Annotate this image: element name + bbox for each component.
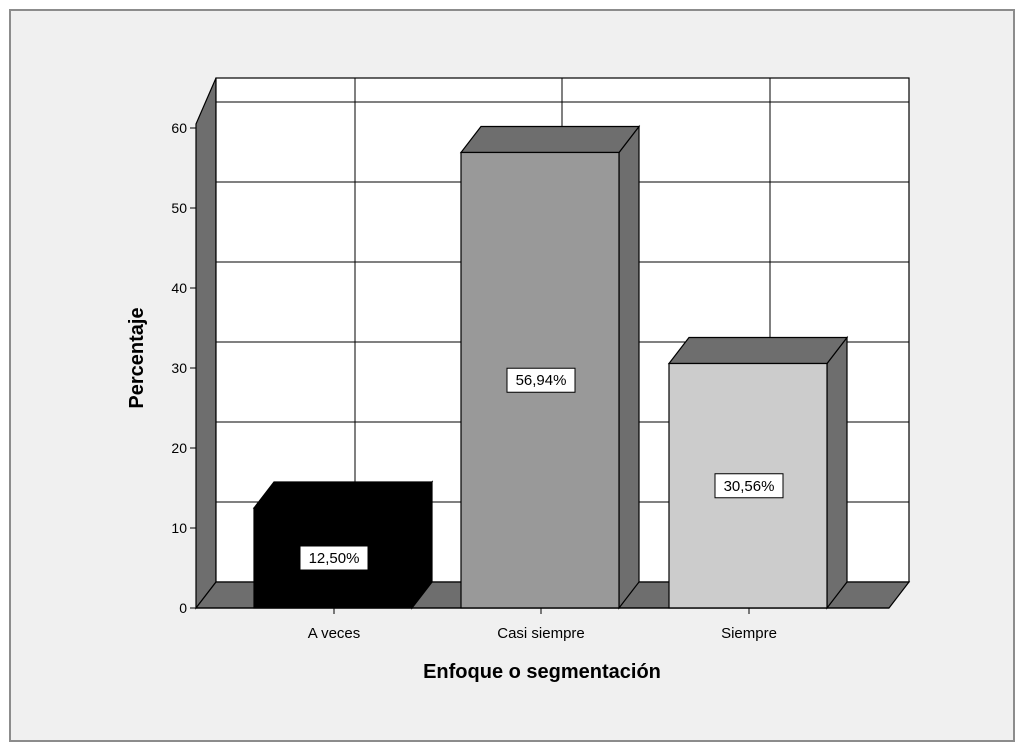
left-side-wall <box>195 77 217 610</box>
bar-top <box>459 125 641 154</box>
y-tick-label: 50 <box>171 200 187 216</box>
y-tick-label: 30 <box>171 360 187 376</box>
x-tick-label: A veces <box>308 625 361 642</box>
y-tick-label: 60 <box>171 120 187 136</box>
data-label: 12,50% <box>309 550 360 567</box>
data-label-box <box>506 367 576 393</box>
y-tick-label: 20 <box>171 440 187 456</box>
x-tick-label: Siempre <box>721 625 777 642</box>
data-label-box <box>714 473 784 499</box>
y-tick-label: 10 <box>171 520 187 536</box>
bar-top <box>252 481 434 509</box>
y-axis-title: Percentaje <box>126 307 148 408</box>
x-tick-label: Casi siempre <box>497 625 585 642</box>
bar-top <box>667 336 849 365</box>
bar-side <box>826 335 848 610</box>
y-tick-label: 40 <box>171 280 187 296</box>
data-label: 30,56% <box>724 478 775 495</box>
x-axis-title: Enfoque o segmentación <box>423 661 661 683</box>
data-label-box <box>299 545 369 571</box>
data-label: 56,94% <box>516 372 567 389</box>
bar-side <box>618 124 640 610</box>
y-tick-label: 0 <box>179 600 187 616</box>
